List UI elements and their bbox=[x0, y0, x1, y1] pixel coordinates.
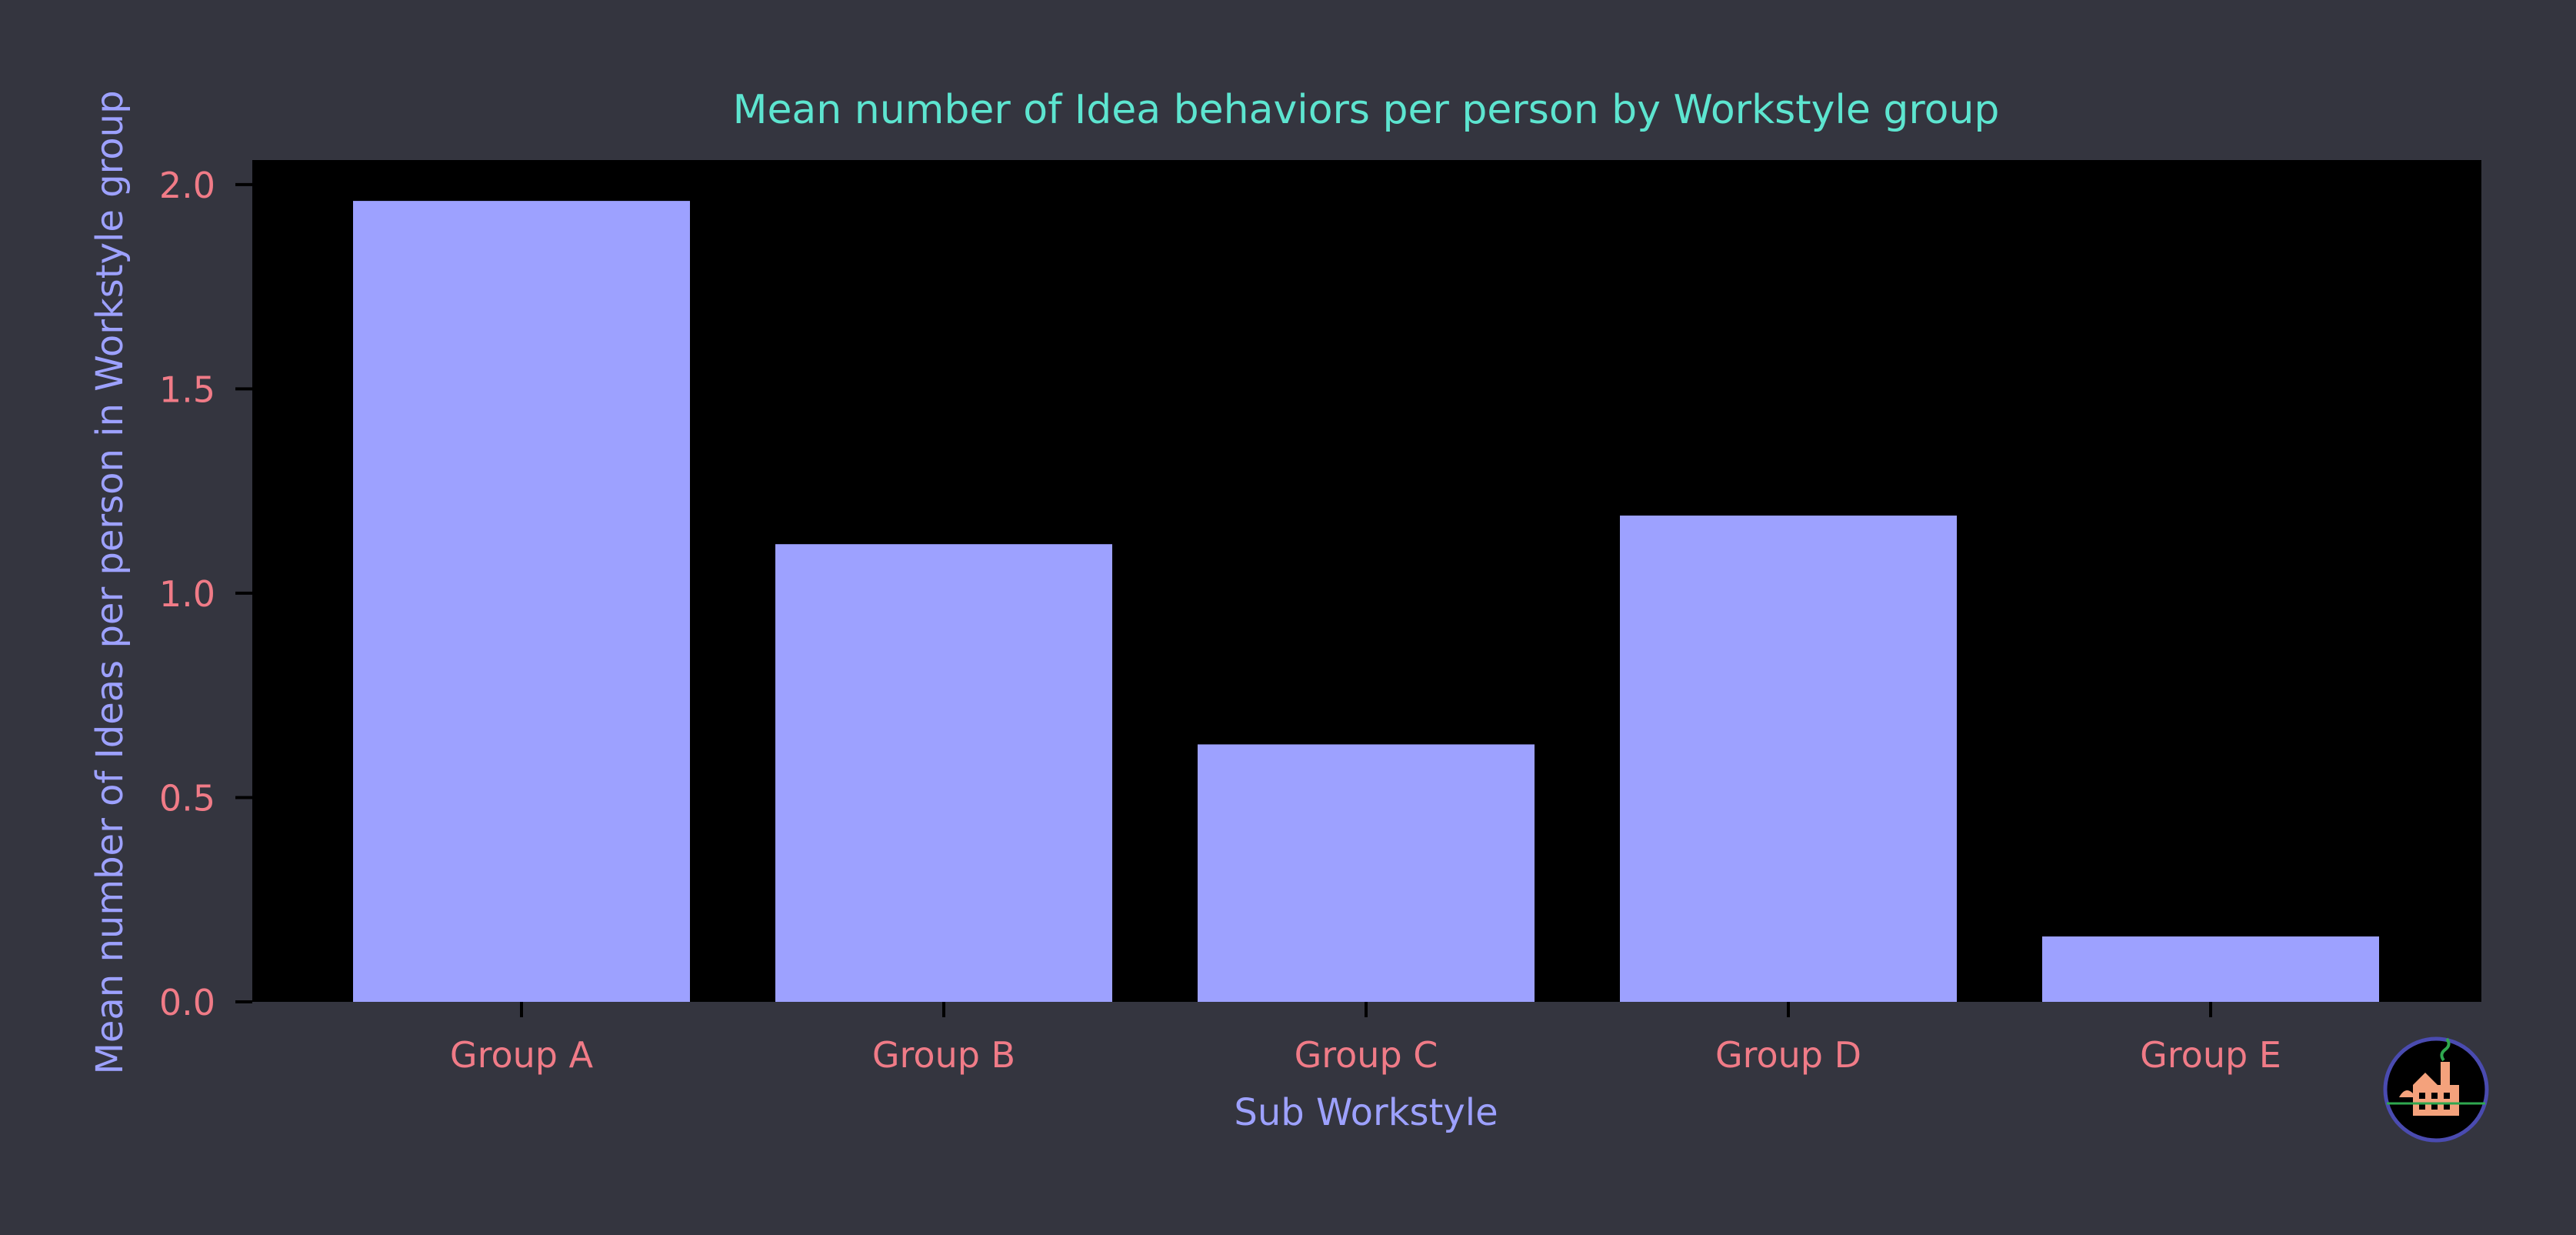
ticks-group: Group A Group B Group C Group D Group E 0.0 0.… bbox=[159, 165, 2281, 1076]
chart-title: Mean number of Idea behaviors per person… bbox=[733, 87, 2000, 133]
x-tick-label: Group B bbox=[872, 1034, 1015, 1076]
bar-group-b bbox=[775, 544, 1112, 1002]
factory-logo-icon bbox=[2383, 1036, 2489, 1143]
y-axis-label: Mean number of Ideas per person in Works… bbox=[88, 90, 132, 1074]
x-axis-label: Sub Workstyle bbox=[1234, 1091, 1498, 1134]
x-tick-label: Group E bbox=[2140, 1034, 2281, 1076]
y-tick-label: 1.0 bbox=[159, 573, 215, 615]
bars-group bbox=[353, 201, 2379, 1002]
y-tick-label: 2.0 bbox=[159, 165, 215, 206]
x-tick-label: Group A bbox=[450, 1034, 594, 1076]
bar-group-d bbox=[1620, 516, 1957, 1002]
bar-group-c bbox=[1198, 744, 1535, 1002]
y-tick-label: 1.5 bbox=[159, 369, 215, 410]
x-tick-label: Group D bbox=[1715, 1034, 1861, 1076]
bar-group-e bbox=[2042, 936, 2379, 1002]
y-tick-label: 0.0 bbox=[159, 982, 215, 1023]
x-tick-label: Group C bbox=[1295, 1034, 1438, 1076]
y-tick-label: 0.5 bbox=[159, 777, 215, 819]
bar-group-a bbox=[353, 201, 690, 1002]
